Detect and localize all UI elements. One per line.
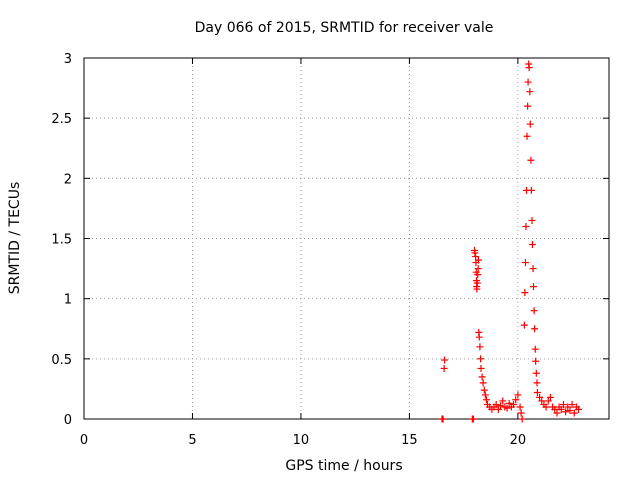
data-point xyxy=(528,216,536,224)
data-point xyxy=(524,78,532,86)
data-point xyxy=(516,403,524,411)
data-point xyxy=(512,396,520,404)
data-point xyxy=(532,369,540,377)
x-tick-label: 20 xyxy=(510,433,527,448)
y-tick-label: 1 xyxy=(64,293,72,308)
data-point xyxy=(564,403,572,411)
x-tick-label: 10 xyxy=(293,433,310,448)
data-point xyxy=(475,333,483,341)
data-point xyxy=(553,409,561,417)
data-point xyxy=(570,409,578,417)
data-point xyxy=(514,391,522,399)
data-point xyxy=(497,402,505,410)
data-point xyxy=(529,265,537,273)
data-point xyxy=(473,279,481,287)
data-point xyxy=(499,397,507,405)
plot-area-border xyxy=(83,57,610,420)
data-point xyxy=(533,389,541,397)
data-point xyxy=(531,325,539,333)
data-point xyxy=(474,271,482,279)
data-point xyxy=(536,393,544,401)
data-point xyxy=(439,415,447,423)
data-point xyxy=(527,186,535,194)
data-point xyxy=(520,321,528,329)
axis-ticks: 0 5 10 15 20 0 0.5 1 1.5 2 2.5 3 xyxy=(51,52,609,448)
y-tick-label: 0 xyxy=(64,413,72,428)
data-point xyxy=(557,405,565,413)
data-point xyxy=(530,307,538,315)
data-point xyxy=(492,401,500,409)
y-tick-label: 1.5 xyxy=(51,233,72,248)
data-point xyxy=(531,345,539,353)
data-point xyxy=(528,241,536,249)
y-tick-label: 3 xyxy=(64,52,72,67)
x-tick-label: 5 xyxy=(188,433,196,448)
data-point xyxy=(441,356,449,364)
data-point xyxy=(474,256,482,264)
data-point xyxy=(524,102,532,110)
data-point xyxy=(477,364,485,372)
data-point xyxy=(522,222,530,230)
data-point xyxy=(481,391,489,399)
y-axis-label: SRMTID / TECUs xyxy=(7,182,23,295)
data-point xyxy=(559,401,567,409)
data-point xyxy=(517,409,525,417)
data-point xyxy=(526,120,534,128)
data-point xyxy=(533,379,541,387)
y-tick-label: 0.5 xyxy=(51,353,72,368)
data-point xyxy=(476,343,484,351)
data-point xyxy=(471,249,479,257)
data-point xyxy=(521,289,529,297)
data-point xyxy=(525,64,533,72)
data-points xyxy=(438,60,583,423)
y-tick-label: 2 xyxy=(64,172,72,187)
data-point xyxy=(544,397,552,405)
data-point xyxy=(530,283,538,291)
data-point xyxy=(575,405,583,413)
data-point xyxy=(503,404,511,412)
x-tick-label: 0 xyxy=(80,433,88,448)
data-point xyxy=(477,355,485,363)
y-tick-label: 2.5 xyxy=(51,112,72,127)
data-point xyxy=(494,405,502,413)
data-point xyxy=(568,401,576,409)
data-point xyxy=(473,285,481,293)
data-point xyxy=(521,259,529,267)
data-point xyxy=(480,386,488,394)
data-point xyxy=(542,403,550,411)
data-point xyxy=(479,379,487,387)
data-point xyxy=(551,405,559,413)
grid-lines xyxy=(84,58,609,419)
x-tick-label: 15 xyxy=(401,433,418,448)
data-point xyxy=(469,415,477,423)
data-point xyxy=(505,399,513,407)
data-point xyxy=(474,265,482,273)
data-point xyxy=(478,373,486,381)
data-point xyxy=(523,132,531,140)
data-point xyxy=(440,364,448,372)
data-point xyxy=(562,408,570,416)
data-point xyxy=(527,156,535,164)
data-point xyxy=(518,415,526,423)
x-axis-label: GPS time / hours xyxy=(285,458,402,474)
data-point xyxy=(510,401,518,409)
data-point xyxy=(526,88,534,96)
chart-title: Day 066 of 2015, SRMTID for receiver val… xyxy=(195,20,494,36)
data-point xyxy=(546,393,554,401)
data-point xyxy=(532,357,540,365)
data-point xyxy=(538,397,546,405)
data-point xyxy=(472,253,480,261)
data-point xyxy=(566,407,574,415)
data-point xyxy=(482,396,490,404)
